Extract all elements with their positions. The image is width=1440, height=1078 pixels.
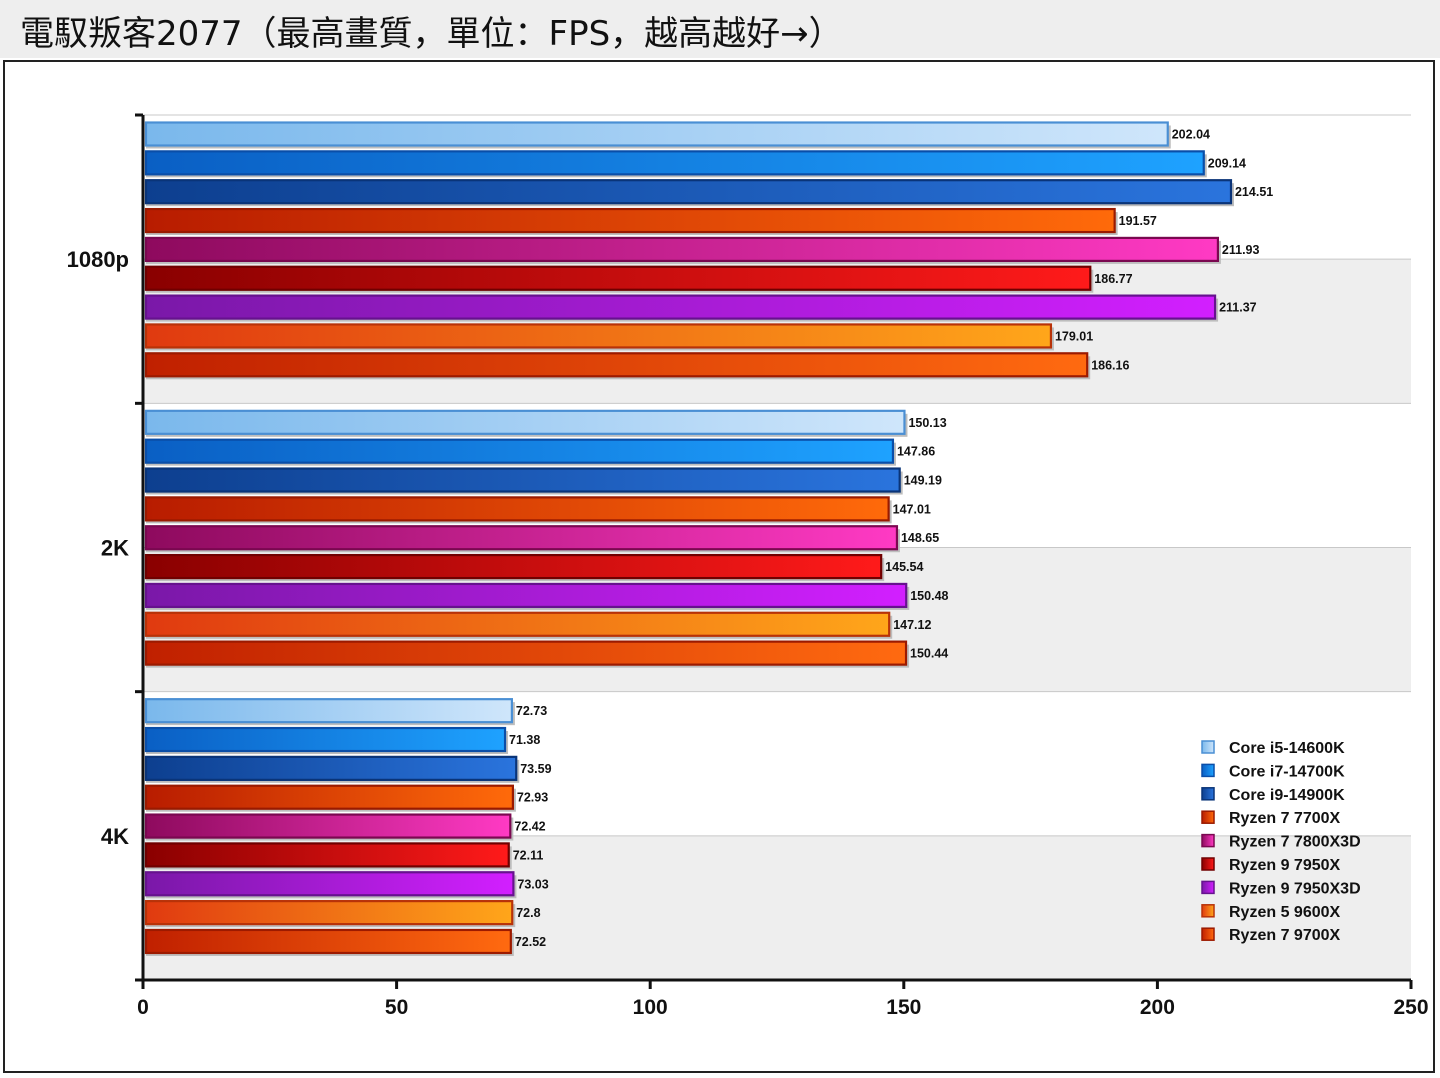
category-label: 2K [101, 536, 129, 561]
legend-swatch [1201, 810, 1215, 824]
value-label: 72.52 [515, 935, 546, 949]
bar [144, 236, 1220, 262]
legend-label: Ryzen 7 9700X [1229, 927, 1341, 944]
bar [144, 871, 515, 897]
labels: 202.04 209.14 214.51 191.57 211.93 186.77 211.… [67, 128, 1429, 1020]
legend-swatch [1201, 740, 1215, 754]
value-label: 71.38 [509, 733, 540, 747]
value-label: 73.59 [520, 762, 551, 776]
category-label: 4K [101, 824, 129, 849]
bar [144, 409, 906, 435]
bar [144, 121, 1169, 147]
legend-label: Core i9-14900K [1229, 787, 1345, 804]
bar [144, 928, 512, 955]
x-tick-label: 150 [886, 996, 921, 1019]
legend-swatch [1201, 857, 1215, 871]
value-label: 145.54 [885, 560, 923, 574]
value-label: 147.01 [893, 502, 931, 516]
x-tick-label: 200 [1140, 996, 1175, 1019]
bar [144, 496, 890, 522]
x-tick-label: 0 [137, 996, 149, 1019]
value-label: 150.48 [910, 589, 948, 603]
bar [144, 179, 1233, 205]
value-label: 150.13 [908, 416, 946, 430]
legend-label: Ryzen 9 7950X [1229, 857, 1341, 874]
value-label: 186.77 [1094, 272, 1132, 286]
legend-label: Ryzen 7 7800X3D [1229, 834, 1361, 851]
bar [144, 467, 901, 493]
bar [144, 900, 514, 926]
value-label: 179.01 [1055, 329, 1093, 343]
legend-label: Ryzen 9 7950X3D [1229, 880, 1361, 897]
bar [144, 582, 908, 609]
legend-swatch [1201, 763, 1215, 778]
bar [144, 323, 1053, 349]
bar [144, 611, 891, 637]
bar [144, 755, 518, 781]
category-label: 1080p [67, 247, 129, 272]
legend-label: Core i5-14600K [1229, 740, 1345, 757]
value-label: 72.42 [514, 820, 545, 834]
value-label: 147.86 [897, 445, 935, 459]
legend-label: Core i7-14700K [1229, 763, 1345, 780]
value-label: 72.8 [516, 906, 540, 920]
axes [135, 113, 1413, 989]
legend-swatch [1201, 833, 1215, 848]
bar [144, 294, 1217, 320]
bar [144, 784, 515, 810]
value-label: 72.93 [517, 791, 548, 805]
bar [144, 553, 883, 580]
value-label: 148.65 [901, 531, 939, 545]
x-tick-label: 50 [385, 996, 408, 1019]
bar [144, 150, 1205, 176]
bar [144, 438, 895, 464]
value-label: 202.04 [1172, 128, 1210, 142]
chart-title: 電馭叛客2077（最高畫質，單位：FPS，越高越好→） [20, 14, 843, 54]
value-label: 211.37 [1219, 301, 1257, 315]
legend-swatch [1201, 880, 1215, 895]
bar [144, 207, 1116, 234]
legend-swatch [1201, 787, 1215, 801]
bars [144, 121, 1234, 956]
legend-swatch [1201, 904, 1215, 918]
bar [144, 352, 1089, 378]
value-label: 72.73 [516, 704, 547, 718]
legend-label: Ryzen 7 7700X [1229, 810, 1341, 827]
legend-label: Ryzen 5 9600X [1229, 904, 1341, 921]
bar [144, 813, 512, 839]
value-label: 211.93 [1222, 243, 1260, 257]
value-label: 191.57 [1119, 214, 1157, 228]
bar [144, 265, 1092, 291]
value-label: 214.51 [1235, 185, 1273, 199]
legend: Core i5-14600K Core i7-14700K Core i9-1490… [1201, 740, 1361, 944]
value-label: 72.11 [513, 848, 544, 862]
value-label: 186.16 [1091, 358, 1129, 372]
x-tick-label: 250 [1393, 996, 1428, 1019]
x-tick-label: 100 [633, 996, 668, 1019]
value-label: 147.12 [893, 618, 931, 632]
bar [144, 640, 908, 666]
bar [144, 525, 899, 551]
legend-swatch [1201, 927, 1215, 941]
bar [144, 698, 513, 724]
value-label: 150.44 [910, 647, 948, 661]
bar [144, 726, 507, 753]
title-bar: 電馭叛客2077（最高畫質，單位：FPS，越高越好→） [0, 0, 1440, 58]
value-label: 73.03 [517, 877, 548, 891]
value-label: 149.19 [904, 474, 942, 488]
value-label: 209.14 [1208, 156, 1246, 170]
bar [144, 842, 510, 868]
